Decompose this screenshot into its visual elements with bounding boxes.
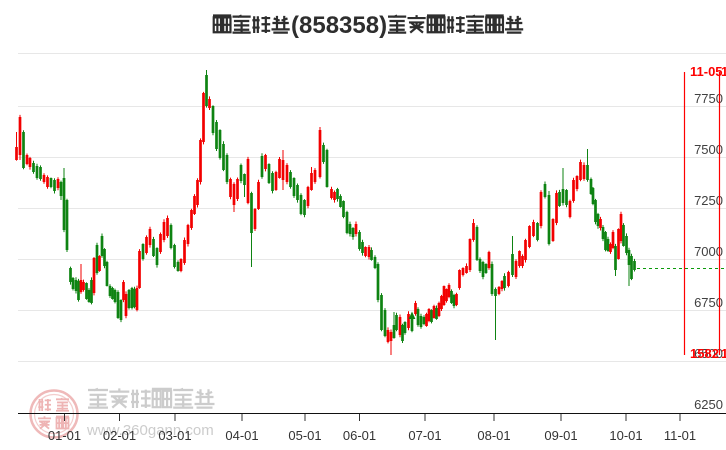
- svg-text:11-05: 11-05: [690, 64, 723, 79]
- svg-text:1582: 1582: [690, 346, 719, 361]
- svg-text:1: 1: [721, 346, 726, 361]
- svg-text:11: 11: [721, 64, 726, 79]
- svg-text:7500: 7500: [694, 142, 723, 157]
- svg-text:03-01: 03-01: [158, 428, 191, 443]
- svg-text:09-01: 09-01: [544, 428, 577, 443]
- svg-text:05-01: 05-01: [288, 428, 321, 443]
- svg-text:01-01: 01-01: [48, 428, 81, 443]
- svg-text:7250: 7250: [694, 193, 723, 208]
- svg-text:6250: 6250: [694, 397, 723, 412]
- svg-text:7000: 7000: [694, 244, 723, 259]
- svg-text:7750: 7750: [694, 91, 723, 106]
- svg-text:(858358): (858358): [291, 12, 387, 39]
- svg-text:6500: 6500: [694, 346, 723, 361]
- svg-text:6750: 6750: [694, 295, 723, 310]
- svg-text:08-01: 08-01: [477, 428, 510, 443]
- svg-text:04-01: 04-01: [225, 428, 258, 443]
- svg-text:11-01: 11-01: [664, 428, 696, 443]
- svg-text:02-01: 02-01: [103, 428, 136, 443]
- svg-text:www.360gann.com: www.360gann.com: [86, 422, 214, 439]
- svg-text:06-01: 06-01: [343, 428, 376, 443]
- svg-text:07-01: 07-01: [408, 428, 441, 443]
- svg-text:10-01: 10-01: [609, 428, 642, 443]
